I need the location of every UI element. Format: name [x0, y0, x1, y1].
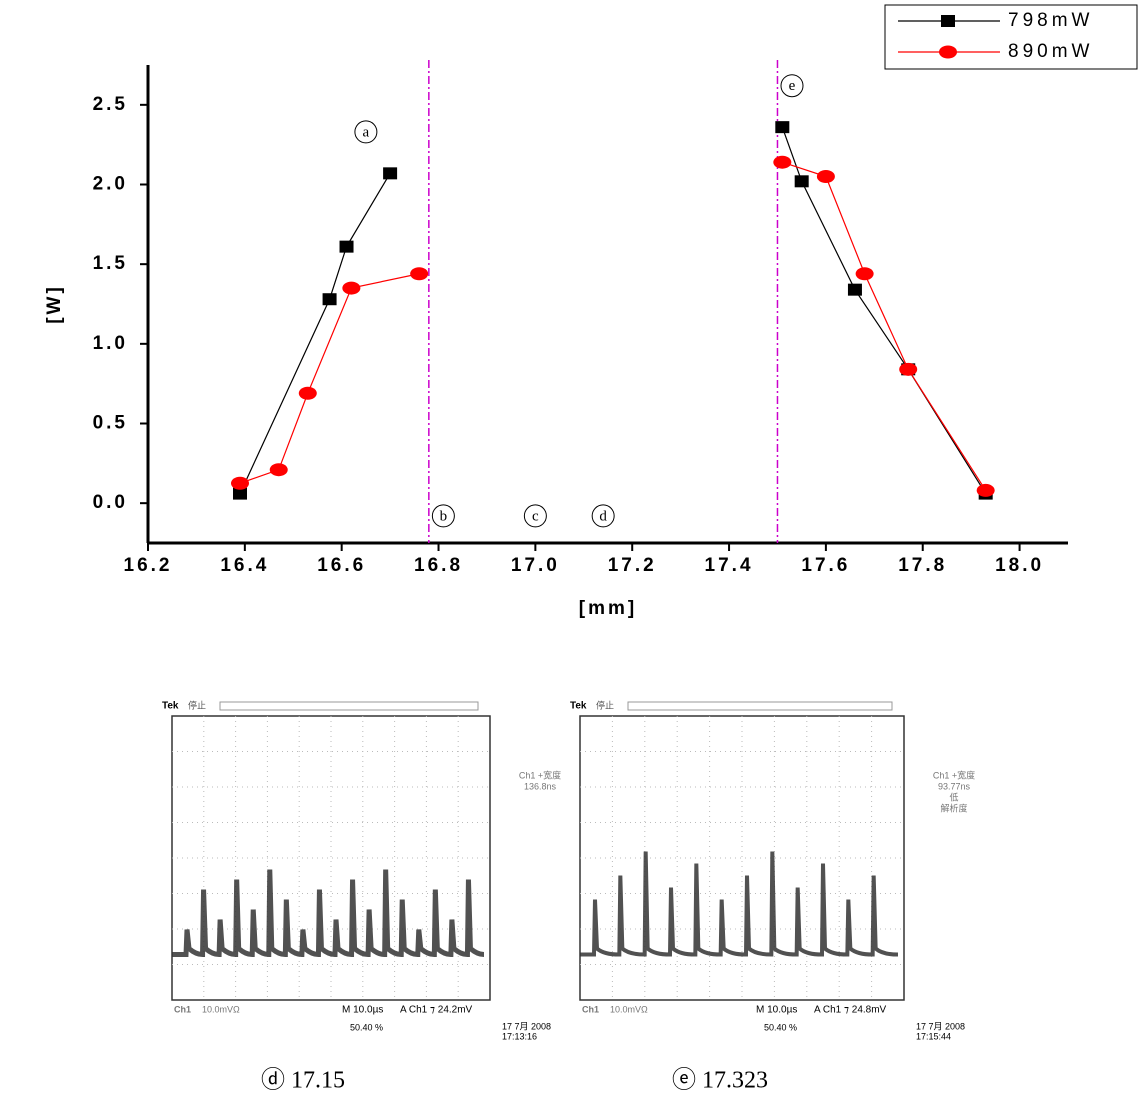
marker — [899, 362, 918, 376]
y-tick-label: 2.5 — [93, 94, 128, 115]
x-tick-label: 17.6 — [801, 555, 850, 576]
caption-value: 17.323 — [702, 1068, 768, 1094]
scope-measure-extra: 解析度 — [940, 802, 967, 813]
legend-marker — [939, 45, 957, 59]
marker — [775, 121, 790, 134]
marker — [233, 487, 247, 500]
scope-scale: 10.0mVΩ — [610, 1004, 648, 1014]
marker — [322, 293, 337, 306]
scope-brand: Tek — [570, 701, 587, 712]
marker — [773, 155, 792, 169]
scope-measure-value: 136.8ns — [524, 781, 557, 791]
y-tick-label: 2.0 — [93, 174, 128, 195]
y-tick-label: 0.0 — [93, 492, 128, 513]
annotation-circle — [780, 74, 804, 98]
scope-timebase: M 10.0µs — [342, 1005, 383, 1016]
caption-label: ⓓ — [261, 1067, 285, 1094]
annotation-circle — [431, 504, 455, 528]
annotation: a — [363, 124, 370, 140]
marker — [816, 170, 835, 184]
annotation: e — [789, 78, 796, 94]
annotation: c — [532, 508, 539, 524]
x-tick-label: 16.6 — [317, 555, 366, 576]
caption-value: 17.15 — [291, 1068, 345, 1094]
scope-time: 17:15:44 — [916, 1031, 951, 1041]
scope-trace — [580, 851, 899, 957]
marker — [269, 463, 288, 477]
x-tick-label: 17.8 — [898, 555, 947, 576]
caption-label: ⓔ — [672, 1067, 696, 1094]
marker — [298, 386, 317, 400]
annotation-circle — [354, 120, 378, 144]
marker — [339, 240, 354, 253]
legend-label: 890mW — [1008, 41, 1093, 62]
scope-status: 停止 — [596, 699, 614, 710]
scope-date: 17 7月 2008 — [916, 1021, 965, 1031]
series-line — [239, 161, 987, 491]
marker — [847, 283, 862, 296]
scope-channel: Ch1 — [582, 1004, 599, 1014]
y-axis-label: [W] — [44, 284, 65, 324]
x-tick-label: 18.0 — [995, 555, 1044, 576]
scope-trigger: A Ch1 ⁊ 24.2mV — [400, 1005, 473, 1016]
annotation-circle — [523, 504, 547, 528]
x-tick-label: 16.4 — [220, 555, 269, 576]
x-tick-label: 17.2 — [608, 555, 657, 576]
annotation-circle — [591, 504, 615, 528]
scope-topbar — [627, 701, 893, 711]
x-tick-label: 16.8 — [414, 555, 463, 576]
annotation: d — [599, 508, 607, 524]
marker — [976, 483, 995, 497]
scope-trigger-pos: 50.40 % — [764, 1022, 797, 1032]
x-tick-label: 17.4 — [705, 555, 754, 576]
scope-time: 17:13:16 — [502, 1031, 537, 1041]
marker — [855, 267, 874, 281]
scope-scale: 10.0mVΩ — [202, 1004, 240, 1014]
scope-channel: Ch1 — [174, 1004, 191, 1014]
legend-label: 798mW — [1008, 10, 1093, 31]
scope-measure: Ch1 +宽度 — [933, 769, 975, 780]
scope-brand: Tek — [162, 701, 179, 712]
marker — [231, 476, 249, 490]
y-tick-label: 1.5 — [93, 253, 128, 274]
scope-topbar — [219, 701, 479, 711]
annotation: b — [440, 508, 448, 524]
marker — [410, 267, 429, 281]
marker — [383, 167, 398, 180]
legend-box — [884, 4, 1138, 70]
y-tick-label: 0.5 — [93, 413, 128, 434]
scope-trace — [172, 869, 485, 958]
scope-measure: Ch1 +宽度 — [519, 769, 561, 780]
x-axis-label: [mm] — [579, 598, 637, 619]
scope-measure-value: 93.77ns — [938, 781, 971, 791]
marker — [794, 175, 809, 188]
scope-trigger: A Ch1 ⁊ 24.8mV — [814, 1005, 887, 1016]
x-tick-label: 16.2 — [124, 555, 173, 576]
scope-measure-extra: 低 — [949, 791, 958, 802]
marker — [342, 281, 361, 295]
scope-date: 17 7月 2008 — [502, 1021, 551, 1031]
series-line — [239, 126, 987, 494]
y-tick-label: 1.0 — [93, 333, 128, 354]
legend-marker — [941, 15, 955, 27]
scope-trigger-pos: 50.40 % — [350, 1022, 383, 1032]
scope-status: 停止 — [188, 699, 206, 710]
x-tick-label: 17.0 — [511, 555, 560, 576]
scope-timebase: M 10.0µs — [756, 1005, 797, 1016]
